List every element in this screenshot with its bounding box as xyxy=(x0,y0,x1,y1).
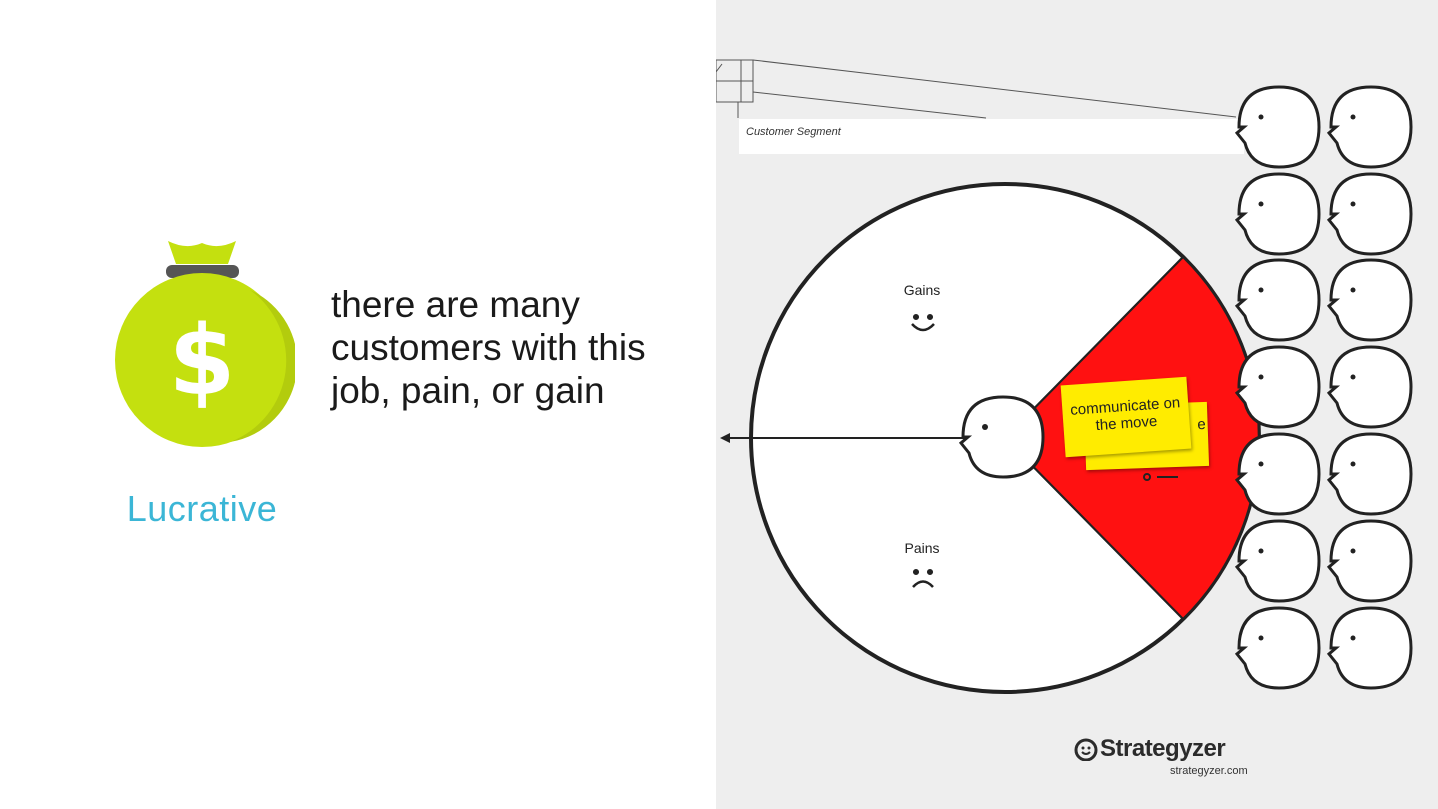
brand-name: Strategyzer xyxy=(1100,735,1226,762)
customer-segment-label: Customer Segment xyxy=(746,126,841,138)
crowd-head-icon xyxy=(1326,258,1413,342)
money-bag-icon: $ xyxy=(115,241,295,447)
canvas-frame-fragment xyxy=(716,59,1237,119)
description-text: there are many customers with this job, … xyxy=(331,284,646,411)
sticky-note-partial: e xyxy=(1196,415,1206,434)
gains-label: Gains xyxy=(903,282,941,298)
money-bag-shade xyxy=(230,290,295,442)
lucrative-label: Lucrative xyxy=(126,488,278,529)
money-bag-knot xyxy=(168,241,236,264)
crowd-head-icon xyxy=(1234,606,1321,690)
left-panel: $ Lucrative there are many customers wit… xyxy=(0,0,716,809)
strategyzer-logo-icon xyxy=(1074,738,1098,761)
smiley-icon xyxy=(911,313,935,332)
brand-url[interactable]: strategyzer.com xyxy=(1170,765,1248,777)
crowd-head-icon xyxy=(1326,606,1413,690)
divider-line xyxy=(1004,437,1184,620)
dollar-sign-icon: $ xyxy=(169,305,236,417)
key-icon xyxy=(1143,473,1178,481)
segment-label-bar xyxy=(739,119,1244,154)
crowd-head-icon xyxy=(1326,432,1413,516)
crowd-head-icon xyxy=(1326,172,1413,256)
crowd-head-icon xyxy=(1234,172,1321,256)
crowd-head-icon xyxy=(1326,85,1413,169)
crowd-head-icon xyxy=(1234,519,1321,603)
money-bag-tie xyxy=(166,265,239,278)
sticky-note-communicate[interactable]: communicate on the move xyxy=(1060,376,1192,458)
crowd-head-icon xyxy=(1234,258,1321,342)
customer-head-icon xyxy=(958,395,1045,479)
crowd-head-icon xyxy=(1234,432,1321,516)
frowny-icon xyxy=(912,568,934,588)
arrow-head-icon xyxy=(720,433,730,443)
crowd-head-icon xyxy=(1234,345,1321,429)
value-proposition-canvas: Customer Segment Gains Pains e job commu… xyxy=(716,0,1438,809)
sticky-note-text: communicate on the move xyxy=(1069,394,1181,435)
money-bag-body xyxy=(115,273,289,447)
crowd-head-icon xyxy=(1234,85,1321,169)
pains-label: Pains xyxy=(904,540,940,556)
crowd-head-icon xyxy=(1326,519,1413,603)
canvas-drawing xyxy=(716,59,1413,694)
customer-crowd xyxy=(1234,85,1413,690)
crowd-head-icon xyxy=(1326,345,1413,429)
